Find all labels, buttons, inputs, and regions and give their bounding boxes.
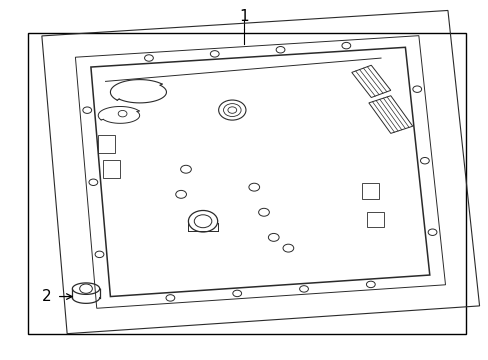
Bar [27,33,466,334]
Text: 1: 1 [239,9,249,24]
Text: 2: 2 [42,289,52,304]
